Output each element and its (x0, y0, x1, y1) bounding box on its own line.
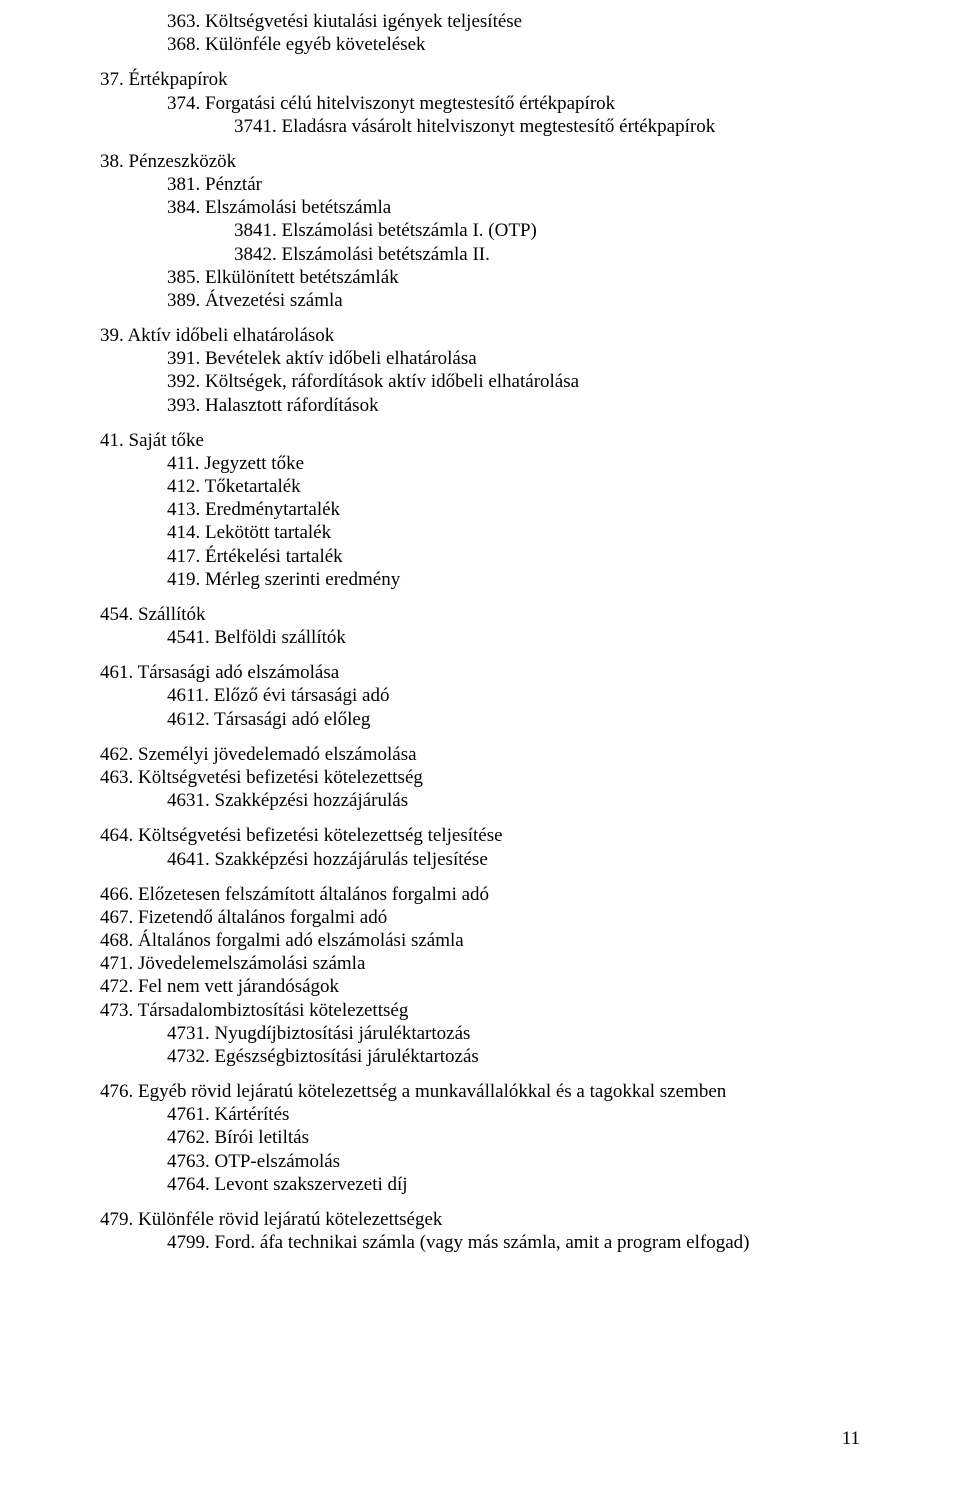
list-item: 412. Tőketartalék (167, 475, 860, 498)
list-item: 4799. Ford. áfa technikai számla (vagy m… (167, 1231, 860, 1254)
list-item: 417. Értékelési tartalék (167, 545, 860, 568)
list-item: 4612. Társasági adó előleg (167, 708, 860, 731)
list-item: 472. Fel nem vett járandóságok (100, 975, 860, 998)
list-item: 4761. Kártérítés (167, 1103, 860, 1126)
list-item: 4762. Bírói letiltás (167, 1126, 860, 1149)
list-item: 419. Mérleg szerinti eredmény (167, 568, 860, 591)
list-item: 393. Halasztott ráfordítások (167, 394, 860, 417)
list-block: 454. Szállítók4541. Belföldi szállítók (100, 603, 860, 649)
list-item: 476. Egyéb rövid lejáratú kötelezettség … (100, 1080, 860, 1103)
list-block: 461. Társasági adó elszámolása4611. Előz… (100, 661, 860, 731)
list-item: 479. Különféle rövid lejáratú kötelezett… (100, 1208, 860, 1231)
list-item: 4763. OTP-elszámolás (167, 1150, 860, 1173)
list-block: 466. Előzetesen felszámított általános f… (100, 883, 860, 1068)
list-item: 473. Társadalombiztosítási kötelezettség (100, 999, 860, 1022)
list-item: 3841. Elszámolási betétszámla I. (OTP) (234, 219, 860, 242)
list-item: 391. Bevételek aktív időbeli elhatárolás… (167, 347, 860, 370)
list-item: 468. Általános forgalmi adó elszámolási … (100, 929, 860, 952)
list-block: 462. Személyi jövedelemadó elszámolása46… (100, 743, 860, 813)
list-block: 464. Költségvetési befizetési kötelezett… (100, 824, 860, 870)
list-block: 38. Pénzeszközök381. Pénztár384. Elszámo… (100, 150, 860, 312)
list-item: 454. Szállítók (100, 603, 860, 626)
list-block: 363. Költségvetési kiutalási igények tel… (100, 10, 860, 56)
list-item: 467. Fizetendő általános forgalmi adó (100, 906, 860, 929)
list-item: 4631. Szakképzési hozzájárulás (167, 789, 860, 812)
list-block: 39. Aktív időbeli elhatárolások391. Bevé… (100, 324, 860, 417)
list-item: 392. Költségek, ráfordítások aktív időbe… (167, 370, 860, 393)
list-item: 4611. Előző évi társasági adó (167, 684, 860, 707)
list-item: 363. Költségvetési kiutalási igények tel… (167, 10, 860, 33)
list-block: 37. Értékpapírok374. Forgatási célú hite… (100, 68, 860, 138)
list-item: 39. Aktív időbeli elhatárolások (100, 324, 860, 347)
page-number: 11 (842, 1427, 860, 1450)
list-item: 3741. Eladásra vásárolt hitelviszonyt me… (234, 115, 860, 138)
list-item: 461. Társasági adó elszámolása (100, 661, 860, 684)
list-item: 4732. Egészségbiztosítási járuléktartozá… (167, 1045, 860, 1068)
list-item: 38. Pénzeszközök (100, 150, 860, 173)
list-block: 476. Egyéb rövid lejáratú kötelezettség … (100, 1080, 860, 1196)
list-item: 4541. Belföldi szállítók (167, 626, 860, 649)
list-item: 464. Költségvetési befizetési kötelezett… (100, 824, 860, 847)
list-item: 4731. Nyugdíjbiztosítási járuléktartozás (167, 1022, 860, 1045)
list-item: 385. Elkülönített betétszámlák (167, 266, 860, 289)
list-item: 463. Költségvetési befizetési kötelezett… (100, 766, 860, 789)
list-item: 414. Lekötött tartalék (167, 521, 860, 544)
account-list: 363. Költségvetési kiutalási igények tel… (100, 10, 860, 1254)
list-item: 462. Személyi jövedelemadó elszámolása (100, 743, 860, 766)
list-item: 471. Jövedelemelszámolási számla (100, 952, 860, 975)
list-item: 384. Elszámolási betétszámla (167, 196, 860, 219)
list-item: 4641. Szakképzési hozzájárulás teljesíté… (167, 848, 860, 871)
list-item: 381. Pénztár (167, 173, 860, 196)
list-item: 389. Átvezetési számla (167, 289, 860, 312)
list-item: 37. Értékpapírok (100, 68, 860, 91)
list-item: 411. Jegyzett tőke (167, 452, 860, 475)
list-item: 41. Saját tőke (100, 429, 860, 452)
document-page: 363. Költségvetési kiutalási igények tel… (0, 0, 960, 1460)
list-block: 41. Saját tőke411. Jegyzett tőke412. Tők… (100, 429, 860, 591)
list-item: 4764. Levont szakszervezeti díj (167, 1173, 860, 1196)
list-block: 479. Különféle rövid lejáratú kötelezett… (100, 1208, 860, 1254)
list-item: 374. Forgatási célú hitelviszonyt megtes… (167, 92, 860, 115)
list-item: 466. Előzetesen felszámított általános f… (100, 883, 860, 906)
list-item: 413. Eredménytartalék (167, 498, 860, 521)
list-item: 368. Különféle egyéb követelések (167, 33, 860, 56)
list-item: 3842. Elszámolási betétszámla II. (234, 243, 860, 266)
